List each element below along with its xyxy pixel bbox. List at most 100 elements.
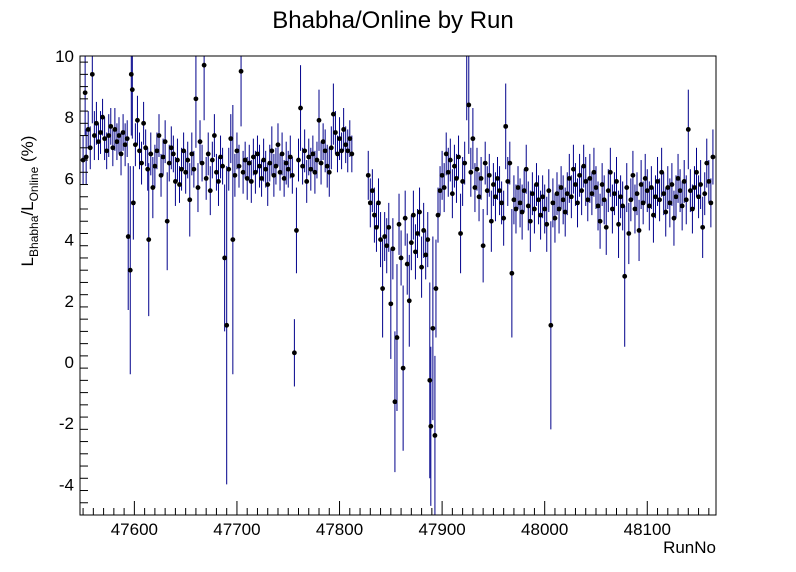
data-point — [162, 139, 168, 145]
data-point — [291, 350, 297, 356]
data-point — [148, 151, 154, 157]
data-point — [139, 160, 144, 166]
data-point — [415, 231, 420, 236]
data-point — [124, 136, 130, 142]
data-point — [552, 215, 558, 221]
x-tick-label: 47600 — [111, 520, 158, 539]
data-point — [160, 154, 166, 160]
y-axis: -4 -2 0 2 4 6 8 10 — [55, 47, 88, 516]
data-point — [177, 182, 182, 187]
data-point — [224, 322, 230, 328]
data-point — [562, 209, 568, 215]
data-point — [452, 163, 457, 169]
data-point — [519, 209, 525, 215]
data-point — [298, 105, 303, 111]
data-point — [372, 212, 377, 218]
data-point — [595, 203, 601, 209]
data-point — [242, 157, 248, 163]
data-point — [154, 148, 160, 154]
data-point — [168, 145, 174, 151]
data-point — [638, 182, 644, 187]
data-point — [445, 169, 451, 175]
data-point — [646, 203, 652, 209]
data-point — [199, 160, 205, 166]
data-point — [554, 191, 560, 197]
data-point — [601, 197, 607, 203]
data-point — [443, 151, 449, 157]
data-point — [398, 255, 404, 261]
data-point — [599, 182, 605, 187]
data-point — [593, 185, 599, 190]
data-point — [671, 215, 677, 221]
data-point — [704, 160, 710, 166]
data-point — [456, 154, 461, 160]
data-point — [441, 185, 447, 190]
data-point — [150, 185, 156, 190]
data-point — [632, 206, 638, 212]
data-point — [581, 163, 587, 169]
data-point — [544, 221, 550, 227]
data-point — [532, 206, 537, 212]
data-point — [228, 136, 234, 142]
x-tick-label: 48100 — [624, 520, 671, 539]
data-point — [437, 188, 443, 194]
y-tick-label: -4 — [59, 475, 74, 494]
data-point — [509, 270, 515, 276]
data-point — [698, 182, 704, 187]
data-point — [112, 127, 118, 132]
data-point — [82, 90, 88, 96]
data-point — [234, 148, 240, 154]
data-point — [347, 136, 353, 142]
data-point — [337, 136, 342, 142]
y-axis-label-main: L — [18, 257, 37, 266]
data-point — [275, 142, 281, 148]
data-point — [335, 151, 340, 157]
y-tick-label: 2 — [65, 292, 74, 311]
data-point — [94, 120, 99, 126]
data-point — [605, 188, 611, 194]
data-point — [269, 148, 275, 154]
data-point — [663, 209, 669, 215]
data-point — [173, 179, 178, 184]
data-point — [197, 139, 203, 145]
data-point — [430, 325, 436, 331]
data-point — [692, 185, 697, 190]
data-point — [501, 215, 507, 221]
data-point — [218, 154, 223, 160]
data-point — [523, 166, 529, 172]
data-point — [132, 142, 138, 148]
data-point — [308, 166, 314, 172]
data-point — [421, 228, 427, 233]
data-point — [648, 185, 654, 190]
data-point — [591, 169, 597, 175]
data-point — [146, 237, 152, 243]
data-point — [515, 185, 521, 190]
data-point — [427, 377, 433, 383]
data-point — [170, 151, 176, 157]
data-point — [534, 182, 539, 187]
data-point — [696, 194, 701, 200]
data-point — [550, 200, 556, 206]
data-point — [538, 212, 543, 218]
data-point — [404, 261, 410, 267]
data-point — [203, 176, 209, 181]
data-point — [83, 154, 89, 160]
data-point — [328, 145, 334, 151]
data-point — [511, 197, 517, 203]
data-point — [238, 68, 244, 74]
data-point — [536, 197, 541, 203]
data-point — [675, 176, 681, 181]
data-point — [616, 221, 621, 227]
data-point — [468, 169, 474, 175]
data-point — [655, 179, 660, 184]
data-point — [265, 182, 271, 187]
y-axis-label-sub2: Online — [27, 166, 41, 201]
data-point — [195, 185, 201, 190]
data-point — [318, 160, 324, 166]
data-point — [380, 286, 386, 291]
data-point — [683, 197, 689, 203]
data-point — [644, 188, 650, 194]
data-point — [556, 206, 562, 212]
data-point — [507, 160, 513, 166]
